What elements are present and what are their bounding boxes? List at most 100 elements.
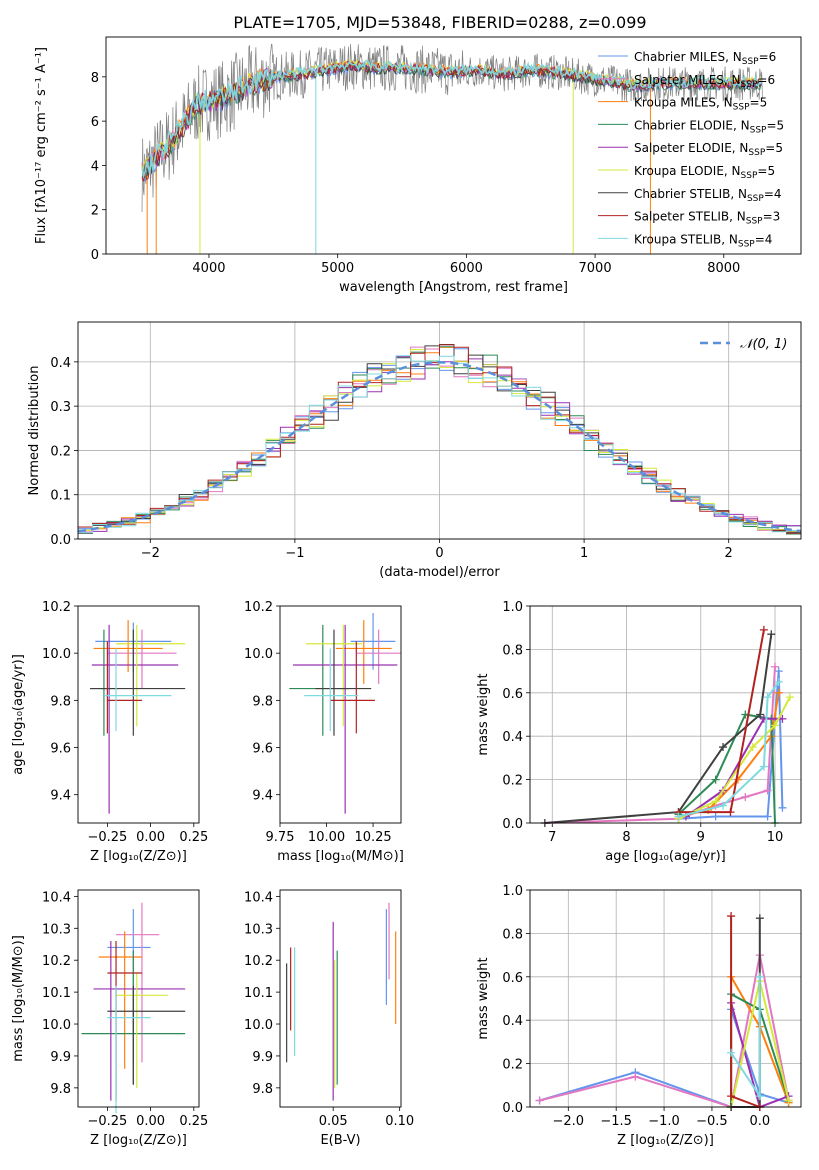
y-tick-label: 10.1 [42,986,71,1001]
x-tick-label: 10 [767,830,784,845]
weight-marker [763,812,772,821]
y-tick-label: 9.4 [252,789,273,804]
weight-marker [767,630,776,639]
x-tick-label: 7 [548,830,556,845]
y-tick-label: 0.2 [502,774,523,789]
x-tick-label: 10.00 [308,830,345,845]
y-tick-label: 9.6 [252,742,273,757]
y-axis-label: Normed distribution [27,366,42,496]
y-tick-label: 10.3 [42,922,71,937]
x-tick-label: −1.5 [600,1114,632,1129]
x-tick-label: 1 [580,546,588,561]
y-tick-label: 0.0 [502,1101,523,1116]
weight-marker [535,1096,544,1105]
y-tick-label: 1.0 [502,600,523,615]
axes-frame [105,36,802,255]
x-axis-label: Z [log₁₀(Z/Z⊙)] [90,1133,187,1148]
weight-marker [755,1092,764,1101]
weight-marker [726,808,735,817]
x-tick-label: 0.10 [385,1114,414,1129]
y-tick-label: 10.0 [244,1018,273,1033]
y-tick-label: 9.8 [50,1082,71,1097]
gaussian-legend-label: 𝒩(0, 1) [740,337,787,352]
y-tick-label: 0.4 [502,1014,523,1029]
panel-mass_vs_EBV: 0.05 0.10 9.8 9.9 10.0 10.1 10.2 10.3 10.4 E(B-V) [244,889,414,1148]
weight-marker [756,710,765,719]
y-tick-label: 0.4 [50,356,71,371]
x-axis-label: wavelength [Angstrom, rest frame] [339,280,568,295]
weight-marker [631,1072,640,1081]
x-tick-label: 0.0 [749,1114,770,1129]
legend-label: Salpeter STELIB, NSSP=3 [634,210,780,227]
weight-marker [778,714,787,723]
y-tick-label: 9.9 [50,1050,71,1065]
legend-label: Chabrier STELIB, NSSP=4 [634,187,782,204]
y-tick-label: 4 [91,159,99,174]
x-axis-label: (data-model)/error [379,565,500,580]
weight-marker [674,812,683,821]
x-tick-label: −2 [141,546,160,561]
weight-marker [763,786,772,795]
y-tick-label: 10.4 [244,890,273,905]
x-tick-label: 4000 [192,261,225,276]
y-tick-label: 10.2 [244,600,273,615]
y-tick-label: 10.2 [244,954,273,969]
weight-marker [711,812,720,821]
x-tick-label: 0.05 [319,1114,348,1129]
x-tick-label: 8000 [707,261,740,276]
y-tick-label: 0.4 [502,730,523,745]
y-tick-label: 9.8 [50,694,71,709]
weight-marker [774,667,783,676]
x-tick-label: 7000 [579,261,612,276]
weight-marker [774,677,783,686]
x-tick-label: 2 [725,546,733,561]
x-tick-label: −2.0 [553,1114,585,1129]
axes-frame [77,605,200,824]
panel-spectrum: 4000 5000 6000 7000 8000 0 2 4 6 8 wavelength [Ang… [34,36,802,295]
weight-marker [755,914,764,923]
y-tick-label: 9.6 [50,742,71,757]
legend-label: Chabrier ELODIE, NSSP=5 [634,118,784,135]
x-axis-label: mass [log₁₀(M/M⊙)] [277,849,404,864]
y-tick-label: 0.8 [502,643,523,658]
axes-frame [77,321,802,540]
weight-marker [711,775,720,784]
weight-marker [759,762,768,771]
y-axis-label: mass [log₁₀(M/M⊙)] [11,935,26,1062]
y-tick-label: 0.3 [50,400,71,415]
x-tick-label: 5000 [321,261,354,276]
weight-marker [755,972,764,981]
weight-marker [759,625,768,634]
axes-frame [77,889,200,1108]
x-tick-label: −0.25 [87,830,127,845]
axes-frame [529,605,802,824]
x-tick-label: 6000 [450,261,483,276]
y-tick-label: 0.2 [502,1058,523,1073]
legend-label: Chabrier MILES, NSSP=6 [634,50,776,67]
y-tick-label: 0.2 [50,444,71,459]
y-tick-label: 0 [91,248,99,263]
legend-label: Salpeter MILES, NSSP=6 [634,73,775,90]
weight-marker [741,792,750,801]
y-tick-label: 0.8 [502,927,523,942]
axes-frame [529,889,802,1108]
x-tick-label: 0 [435,546,443,561]
y-axis-label: age [log₁₀(age/yr)] [11,654,26,775]
x-tick-label: 0.25 [179,830,208,845]
spectrum-model-line [141,59,762,179]
weight-marker [778,803,787,812]
gaussian-curve [77,361,802,533]
y-tick-label: 10.1 [244,986,273,1001]
y-tick-label: 10.0 [244,647,273,662]
weight-marker [763,693,772,702]
weight-marker [711,797,720,806]
weight-marker [719,801,728,810]
y-tick-label: 0.1 [50,489,71,504]
y-axis-label: mass weight [476,957,491,1039]
legend-label: Kroupa STELIB, NSSP=4 [634,232,772,249]
panel-weight_vs_age: 7 8 9 10 0.0 0.2 0.4 0.6 0.8 1.0 age [log₁₀(age/yr… [476,600,802,864]
x-axis-label: E(B-V) [320,1133,360,1148]
axes-frame [279,889,402,1108]
legend-label: Kroupa ELODIE, NSSP=5 [634,164,775,181]
figure-title: PLATE=1705, MJD=53848, FIBERID=0288, z=0… [233,13,646,32]
